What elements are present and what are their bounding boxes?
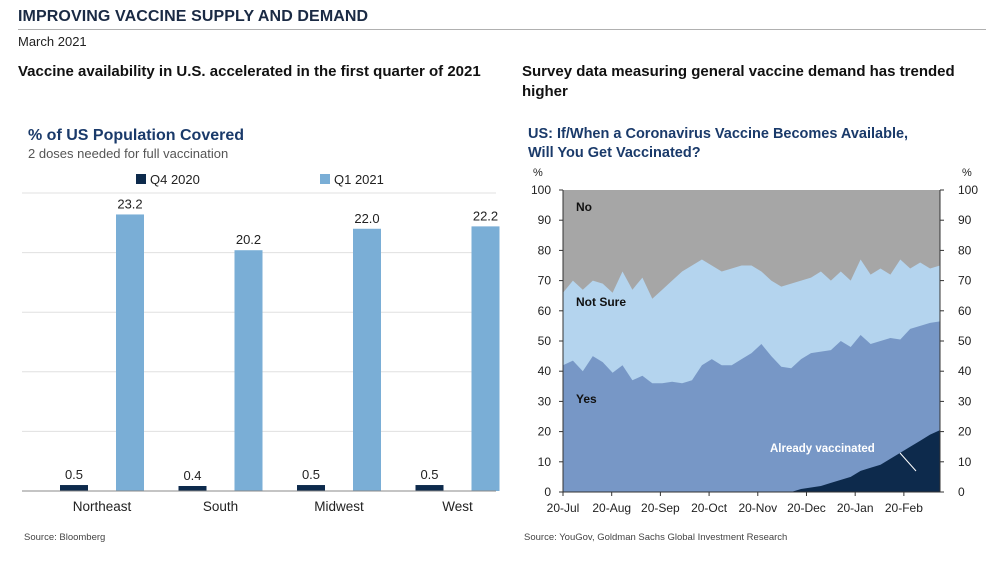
y-tick-label-right: 90 <box>958 213 972 227</box>
bar-south-q4 <box>178 486 207 491</box>
bar-northeast-q1 <box>116 214 144 491</box>
bar-x-labels: Northeast South Midwest West <box>73 499 473 514</box>
left-source: Source: Bloomberg <box>24 532 106 543</box>
y-tick-label-right: 80 <box>958 243 972 257</box>
area-y-ticks: 0 0 10 10 20 20 30 30 40 40 50 50 60 60 70 70 80 80 90 90 10… <box>531 183 978 499</box>
right-panel-heading: Survey data measuring general vaccine de… <box>522 63 955 100</box>
area-chart-title-line1: US: If/When a Coronavirus Vaccine Become… <box>528 126 908 142</box>
y-tick-label-left: 0 <box>544 485 551 499</box>
right-axis-unit: % <box>962 167 972 179</box>
bar-value-label: 0.5 <box>65 467 83 482</box>
area-yes <box>563 321 940 492</box>
y-tick-label-right: 60 <box>958 304 972 318</box>
x-tick-label: 20-Nov <box>738 501 777 515</box>
bar-midwest-q1 <box>353 228 381 491</box>
right-source: Source: YouGov, Goldman Sachs Global Inv… <box>524 532 788 543</box>
legend-label-q4: Q4 2020 <box>150 172 200 187</box>
x-tick-label: 20-Aug <box>592 501 631 515</box>
y-tick-label-left: 50 <box>538 334 552 348</box>
region-label-not-sure: Not Sure <box>576 295 626 309</box>
area-already-vaccinated <box>563 430 940 492</box>
area-chart-title-line2: Will You Get Vaccinated? <box>528 145 701 161</box>
bar-value-label: 0.5 <box>420 467 438 482</box>
bar-value-label: 23.2 <box>117 196 142 211</box>
bar-midwest-q4 <box>297 485 325 491</box>
y-tick-label-right: 10 <box>958 455 972 469</box>
y-tick-label-left: 40 <box>538 364 552 378</box>
area-layers <box>563 190 940 492</box>
y-tick-label-left: 30 <box>538 394 552 408</box>
legend-label-q1: Q1 2021 <box>334 172 384 187</box>
y-tick-label-right: 50 <box>958 334 972 348</box>
bar-west-q4 <box>415 485 444 491</box>
y-tick-label-right: 70 <box>958 274 972 288</box>
y-tick-label-left: 100 <box>531 183 551 197</box>
x-tick-label: 20-Oct <box>691 501 728 515</box>
x-tick-label: 20-Sep <box>641 501 680 515</box>
bar-category-label: Northeast <box>73 499 132 514</box>
y-tick-label-right: 40 <box>958 364 972 378</box>
y-tick-label-left: 10 <box>538 455 552 469</box>
y-tick-label-right: 0 <box>958 485 965 499</box>
bar-category-label: Midwest <box>314 499 364 514</box>
legend-swatch-q4 <box>136 174 146 184</box>
already-vaccinated-pointer <box>899 452 917 472</box>
page-date: March 2021 <box>18 34 87 49</box>
bar-category-label: South <box>203 499 238 514</box>
region-label-already-vaccinated: Already vaccinated <box>770 443 875 455</box>
y-tick-label-left: 80 <box>538 243 552 257</box>
bar-northeast-q4 <box>60 485 88 491</box>
bar-value-label: 22.2 <box>473 208 498 223</box>
x-tick-label: 20-Dec <box>787 501 826 515</box>
left-axis-unit: % <box>533 167 543 179</box>
left-panel-heading: Vaccine availability in U.S. accelerated… <box>18 63 481 80</box>
x-tick-label: 20-Jan <box>837 501 874 515</box>
legend-swatch-q1 <box>320 174 330 184</box>
bar-value-label: 20.2 <box>236 232 261 247</box>
bar-marks: 0.5 23.2 0.4 20.2 0.5 22.0 0.5 22.2 <box>60 196 500 491</box>
y-tick-label-right: 30 <box>958 394 972 408</box>
bar-value-label: 0.5 <box>302 467 320 482</box>
y-tick-label-left: 90 <box>538 213 552 227</box>
bar-chart-title: % of US Population Covered <box>28 127 244 144</box>
bar-chart: % of US Population Covered 2 doses neede… <box>22 127 500 514</box>
title-divider <box>18 29 986 30</box>
y-tick-label-left: 60 <box>538 304 552 318</box>
x-tick-label: 20-Jul <box>547 501 580 515</box>
bar-category-label: West <box>442 499 473 514</box>
bar-value-label: 22.0 <box>354 211 379 226</box>
y-tick-label-left: 70 <box>538 274 552 288</box>
area-x-ticks: 20-Jul 20-Aug 20-Sep 20-Oct 20-Nov 20-Dec 20-J… <box>547 492 923 515</box>
bar-west-q1 <box>471 226 500 491</box>
x-tick-label: 20-Feb <box>885 501 923 515</box>
bar-south-q1 <box>234 250 263 491</box>
region-label-no: No <box>576 200 592 214</box>
y-tick-label-right: 20 <box>958 425 972 439</box>
area-chart: US: If/When a Coronavirus Vaccine Become… <box>528 126 978 515</box>
bar-value-label: 0.4 <box>183 468 201 483</box>
y-tick-label-left: 20 <box>538 425 552 439</box>
bar-chart-subtitle: 2 doses needed for full vaccination <box>28 146 228 161</box>
page-title: IMPROVING VACCINE SUPPLY AND DEMAND <box>18 8 369 25</box>
region-label-yes: Yes <box>576 392 597 406</box>
y-tick-label-right: 100 <box>958 183 978 197</box>
